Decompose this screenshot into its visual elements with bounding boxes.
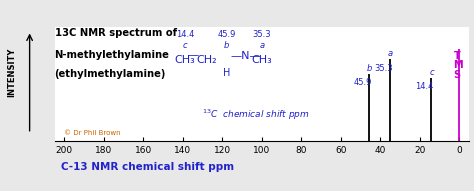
Text: N-methylethylamine: N-methylethylamine [55, 50, 169, 60]
Text: CH₂: CH₂ [196, 55, 217, 65]
Text: T
M
S: T M S [454, 51, 463, 80]
Text: 35.3: 35.3 [253, 30, 271, 39]
Text: 14.4: 14.4 [416, 82, 434, 91]
Text: (ethylmethylamine): (ethylmethylamine) [55, 69, 166, 79]
Text: © Dr Phil Brown: © Dr Phil Brown [64, 130, 121, 136]
Text: $^{13}$C  chemical shift ppm: $^{13}$C chemical shift ppm [202, 107, 310, 122]
Text: —: — [187, 51, 198, 61]
Text: 13C NMR spectrum of: 13C NMR spectrum of [55, 28, 177, 38]
Text: CH₃: CH₃ [174, 55, 195, 65]
Text: a: a [259, 41, 264, 50]
Text: c: c [182, 41, 187, 50]
Text: 35.3: 35.3 [374, 64, 392, 73]
Text: —N—: —N— [231, 51, 261, 61]
Text: H: H [223, 68, 230, 78]
Text: C-13 NMR chemical shift ppm: C-13 NMR chemical shift ppm [61, 162, 234, 172]
Text: c: c [429, 68, 434, 77]
Text: b: b [224, 41, 229, 50]
Text: INTENSITY: INTENSITY [8, 48, 16, 97]
Text: a: a [388, 49, 392, 58]
Text: CH₃: CH₃ [252, 55, 272, 65]
Text: b: b [366, 64, 372, 73]
Text: 14.4: 14.4 [176, 30, 194, 39]
Text: 45.9: 45.9 [353, 78, 372, 87]
Text: 45.9: 45.9 [217, 30, 236, 39]
